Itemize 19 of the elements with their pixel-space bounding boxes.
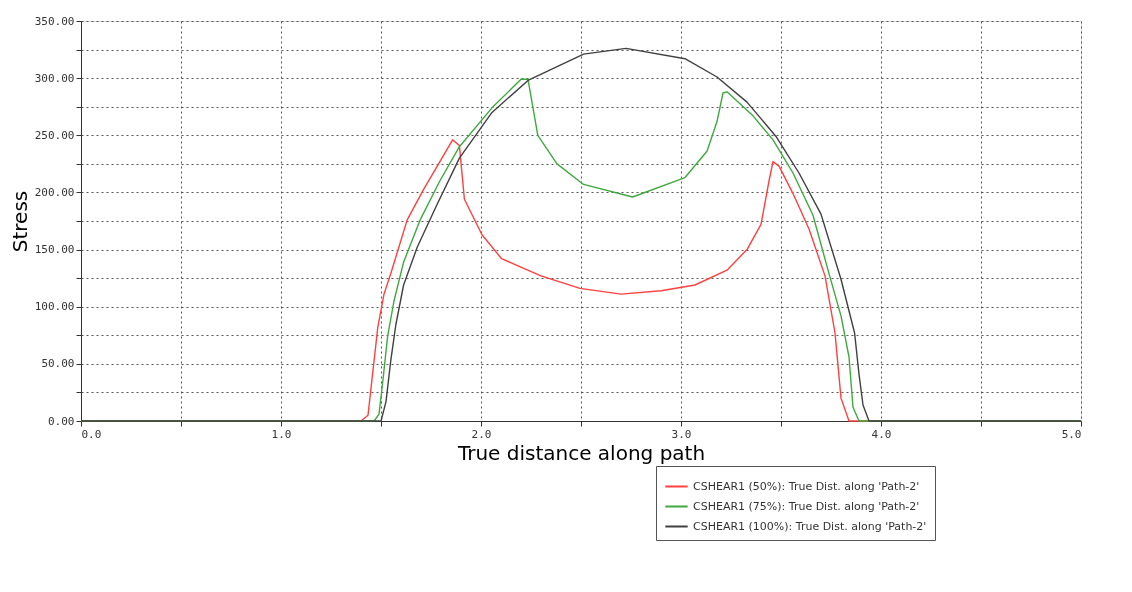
legend-label: CSHEAR1 (50%): True Dist. along 'Path-2': [693, 479, 920, 493]
y-tick-label: 0.00: [48, 414, 75, 428]
x-tick-label: 0.0: [81, 427, 102, 441]
legend-label: CSHEAR1 (75%): True Dist. along 'Path-2': [693, 499, 920, 513]
x-tick-label: 5.0: [1061, 427, 1082, 441]
y-tick-label: 300.00: [34, 71, 75, 85]
y-tick-label: 250.00: [34, 128, 75, 142]
y-tick-label: 200.00: [34, 185, 75, 199]
y-tick-label: 150.00: [34, 243, 75, 257]
x-tick-label: 1.0: [271, 427, 292, 441]
x-tick-label: 4.0: [871, 427, 892, 441]
x-axis-title: True distance along path: [456, 440, 706, 465]
x-tick-label: 3.0: [671, 427, 692, 441]
y-axis-title: Stress: [7, 190, 32, 253]
legend-label: CSHEAR1 (100%): True Dist. along 'Path-2': [693, 519, 927, 533]
x-tick-label: 2.0: [471, 427, 492, 441]
y-tick-label: 350.00: [34, 14, 75, 28]
y-tick-label: 50.00: [41, 357, 75, 371]
y-tick-label: 100.00: [34, 300, 75, 314]
